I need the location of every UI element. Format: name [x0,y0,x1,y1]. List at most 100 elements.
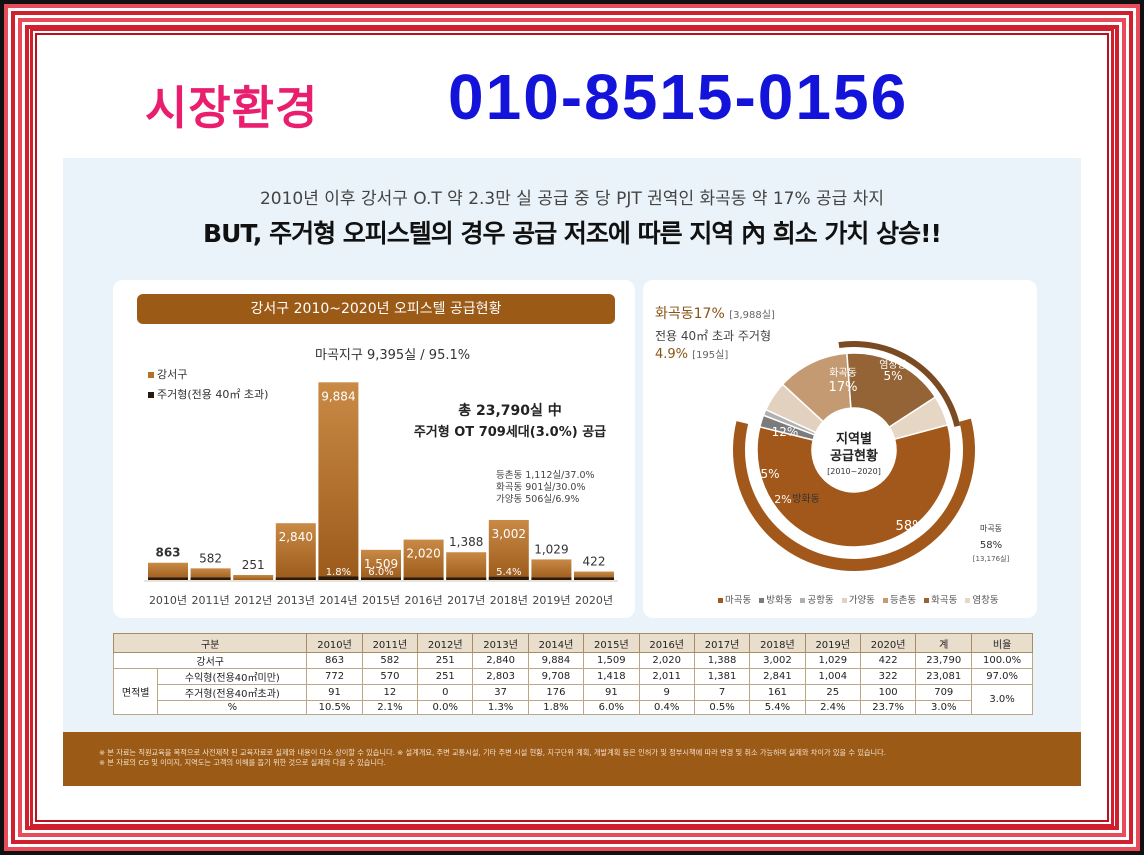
bar-2017년 [446,552,487,580]
intro-subtitle: 2010년 이후 강서구 O.T 약 2.3만 실 공급 중 당 PJT 권역인… [259,189,885,209]
bar-residential-2013년 [275,577,316,580]
table-cell: 2,011 [638,668,695,685]
bar-2014년 [318,382,359,580]
table-header-cell: 2011년 [361,633,419,653]
table-header-cell: 비율 [971,633,1033,653]
value-label: 3,002 [492,527,526,541]
yeom-name-label: 염창동 [879,359,907,371]
pie-headline-units: [3,988실] [729,310,775,321]
table-header-cell: 2016년 [638,633,695,653]
banghwa-name-label: 방화동 [792,493,820,505]
table-cell: 23,081 [915,668,973,685]
bar-residential-2018년 [488,576,529,580]
table-cell: 176 [527,684,585,701]
slice-label: 58% [896,519,925,534]
pie-center-line1: 지역별 [836,431,872,447]
pie-legend-item: 가양동 [841,595,875,606]
hwagok-name-label: 화곡동 [829,367,857,379]
table-cell: 161 [749,684,806,701]
table-cell: 2,840 [472,652,529,669]
supply-table: 구분 2010년 2011년 2012년 2013년 2014년 2015년 2016년 201… [112,633,1033,715]
table-cell: 3.0% [971,684,1033,715]
table-cell: 422 [859,652,917,669]
tick-label: 2019년 [532,594,570,607]
tick-label: 2014년 [319,594,357,607]
pie-subvalue-units: [195실] [692,350,729,361]
table-row: % 10.5% 2.1% 0.0% 1.3% 1.8% 6.0% 0.4% 0.5% 5.4% 2.… [114,700,1033,715]
pie-legend-label: 염창동 [972,595,999,606]
table-cell: 2.1% [361,700,419,715]
table-cell: 23,790 [915,652,973,669]
bar-2013년 [275,523,316,580]
value-label: 582 [199,551,222,565]
bar-residential-2019년 [531,577,572,580]
pie-legend-item: 화곡동 [924,595,957,606]
breakdown-line: 가양동 506실/6.9% [496,494,580,505]
value-label: 863 [155,546,180,560]
table-header-cell: 2020년 [859,633,917,653]
bar-residential-2011년 [190,577,231,580]
legend-swatch [800,598,806,603]
legend-swatch [924,598,930,603]
legend-swatch [882,598,888,603]
table-cell: 37 [472,684,529,701]
value-label: 2,020 [406,547,440,561]
table-header-cell: 2017년 [693,633,751,653]
phone-number[interactable]: 010-8515-0156 [448,61,909,133]
bar-residential-2017년 [446,577,487,580]
table-cell: 1.8% [527,700,585,715]
pie-center-line3: [2010~2020] [827,467,881,476]
pie-center-line2: 공급현황 [830,448,878,464]
header-area [40,40,1104,152]
residential-annotation: 주거형 OT 709세대(3.0%) 공급 [413,425,607,440]
disclaimer-line: ※ 본 자료의 CG 및 이미지, 지역도는 고객의 이해를 돕기 위한 것으로… [99,758,386,767]
slice-label: 2% [774,493,791,506]
table-cell: 3,002 [749,652,806,669]
table-header-cell: 구분 [112,633,308,653]
legend-label: 주거형(전용 40㎡ 초과) [157,388,269,401]
legend-item-residential: 주거형(전용 40㎡ 초과) [148,386,268,402]
table-row: 강서구 863 582 251 2,840 9,884 1,509 2,020 1,388 3,0… [112,652,1033,669]
pie-subline: 전용 40㎡ 초과 주거형 [655,329,771,343]
bar-residential-2016년 [403,577,444,580]
table-cell: 0.0% [417,700,474,715]
hwagok-outer-ring [838,340,961,427]
table-cell: 10.5% [306,700,363,715]
table-cell: 863 [306,652,363,669]
table-cell: 9 [638,684,695,701]
share-label: 6.0% [368,567,393,578]
table-cell: 1.3% [472,700,529,715]
pie-legend: 마곡동 방화동 공항동 가양동 등촌동 화곡동 염창동 [718,592,1007,606]
tick-label: 2018년 [490,594,528,607]
bar-residential-2020년 [574,577,614,580]
table-header-cell: 2019년 [804,633,861,653]
magok-annotation: 마곡지구 9,395실 / 95.1% [315,348,471,363]
disclaimer-line: ※ 본 자료는 직원교육을 목적으로 사전제작 된 교육자료로 실제와 내용이 … [99,748,887,757]
pie-legend-label: 공항동 [807,595,834,606]
bar-residential-2014년 [318,576,359,580]
inner-border [30,28,1114,827]
slice-label: 17% [829,380,858,395]
table-cell: 1,004 [804,668,861,685]
slice-label: 12% [772,425,799,439]
table-cell: 6.0% [583,700,640,715]
table-cell: 1,381 [693,668,751,685]
table-cell: 570 [361,668,419,685]
table-cell: 1,388 [693,652,751,669]
table-header-cell: 2012년 [417,633,474,653]
table-cell: 251 [417,652,474,669]
table-cell: 582 [361,652,419,669]
tick-label: 2015년 [362,594,400,607]
table-header-cell: 2018년 [749,633,806,653]
bar-2018년 [488,519,529,580]
pie-subvalue-pct: 4.9% [655,347,689,362]
table-cell: 97.0% [971,668,1033,685]
magok-side-pct: 58% [980,540,1002,551]
breakdown-annotation: 등촌동 1,112실/37.0% 화곡동 901실/30.0% 가양동 506실… [496,470,595,506]
bar-chart-title: 강서구 2010~2020년 오피스텔 공급현황 [137,294,615,324]
bar-2016년 [403,539,444,580]
table-header-cell: 2015년 [583,633,640,653]
intro-headline: BUT, 주거형 오피스텔의 경우 공급 저조에 따른 지역 內 희소 가치 상… [203,219,942,248]
bar-2012년 [233,574,274,580]
